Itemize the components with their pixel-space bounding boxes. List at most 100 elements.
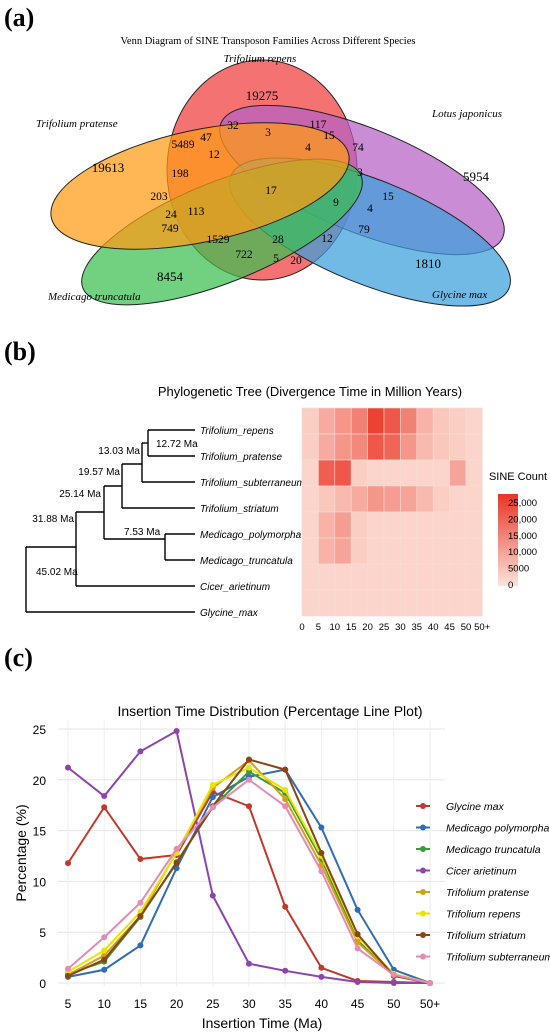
venn-region-count: 15 [323, 130, 335, 142]
y-tick-label: 5 [39, 926, 46, 940]
series-point [354, 906, 361, 913]
heatmap-cell [416, 537, 434, 565]
heatmap-cell [318, 485, 336, 513]
heatmap-cell [301, 459, 319, 487]
heatmap-cell [334, 537, 352, 565]
legend-swatch-point [420, 846, 426, 852]
panel-label-c: (c) [4, 643, 33, 672]
heatmap-cell [416, 433, 434, 461]
heatmap-cell [301, 589, 319, 617]
heatmap-cell [400, 563, 418, 591]
legend-label: Trifolium repens [446, 909, 521, 921]
venn-region-count: 5954 [463, 169, 490, 184]
heatmap-cell [350, 563, 368, 591]
venn-region-count: 15 [382, 191, 394, 203]
tree-node-label: 31.88 Ma [32, 514, 74, 525]
series-point [101, 966, 108, 973]
heatmap-cell [465, 433, 483, 461]
series-point [354, 978, 361, 985]
series-point [173, 728, 180, 735]
heatmap-cell [318, 511, 336, 539]
heatmap-x-tick: 5 [316, 622, 321, 633]
heatmap-cell [449, 537, 467, 565]
colorbar-tick: 10,000 [508, 547, 537, 558]
x-tick-label: 35 [279, 997, 293, 1011]
x-tick-label: 30 [242, 997, 256, 1011]
venn-region-count: 5489 [172, 139, 195, 151]
panel-label-b: (b) [4, 337, 36, 366]
heatmap-cell [383, 537, 401, 565]
x-tick-label: 50 [387, 997, 401, 1011]
colorbar-tick: 15,000 [508, 531, 537, 542]
venn-region-count: 3 [265, 127, 271, 139]
tree-node-label: 7.53 Ma [124, 527, 161, 538]
series-point [137, 856, 144, 863]
venn-region-count: 722 [235, 249, 253, 261]
venn-region-count: 17 [265, 185, 277, 197]
series-point [209, 781, 216, 788]
venn-set-label: Glycine max [432, 289, 487, 301]
legend-swatch-point [420, 824, 426, 831]
series-point [318, 964, 325, 971]
heatmap-cell [400, 433, 418, 461]
tree-species-label: Trifolium_repens [200, 426, 274, 437]
panel-label-a: (a) [4, 3, 34, 32]
series-point [101, 947, 108, 954]
heatmap-cell [350, 433, 368, 461]
heatmap-cell [367, 537, 385, 565]
venn-set-label: Medicago truncatula [47, 291, 141, 303]
heatmap-cell [334, 433, 352, 461]
heatmap-cell [350, 511, 368, 539]
heatmap-cell [465, 563, 483, 591]
tree-node-label: 25.14 Ma [59, 489, 101, 500]
series-point [246, 756, 252, 763]
heatmap-cell [400, 459, 418, 487]
series-point [209, 804, 216, 811]
colorbar-tick: 25,000 [508, 498, 537, 509]
x-tick-label: 10 [98, 997, 112, 1011]
series-point [65, 860, 71, 867]
heatmap-cell [432, 433, 450, 461]
legend-label: Medicago polymorpha [446, 823, 549, 835]
venn-region-count: 74 [352, 142, 364, 154]
x-tick-label: 20 [170, 997, 184, 1011]
colorbar-tick: 20,000 [508, 514, 537, 525]
heatmap-cell [367, 459, 385, 487]
heatmap-cell [301, 511, 319, 539]
venn-region-count: 749 [161, 223, 179, 235]
heatmap-cell [449, 485, 467, 513]
tree-species-label: Medicago_truncatula [200, 556, 293, 567]
heatmap-cell [350, 485, 368, 513]
heatmap-cell [383, 459, 401, 487]
venn-region-count: 9 [333, 197, 339, 209]
heatmap-cell [449, 433, 467, 461]
venn-set-label: Trifolium pratense [36, 118, 118, 130]
x-tick-label: 40 [315, 997, 329, 1011]
heatmap-cell [367, 407, 385, 435]
series-point [390, 971, 397, 978]
legend-swatch-point [420, 889, 426, 895]
series-point [390, 980, 397, 986]
series-point [101, 793, 108, 800]
venn-region-count: 1529 [207, 234, 230, 246]
heatmap-cell [383, 433, 401, 461]
heatmap-cell [432, 511, 450, 539]
y-tick-label: 20 [33, 774, 47, 788]
heatmap-cell [432, 407, 450, 435]
series-point [137, 942, 144, 949]
phylogenetic-tree: Trifolium_repens Trifolium_pratense Trifol… [25, 426, 305, 619]
heatmap-cell [432, 537, 450, 565]
tree-node-label: 19.57 Ma [78, 467, 120, 478]
series-point [209, 794, 216, 801]
heatmap-cell [416, 459, 434, 487]
heatmap-cell [334, 407, 352, 435]
heatmap-x-tick: 25 [379, 622, 390, 633]
venn-region-count: 117 [310, 119, 327, 131]
venn-region-count: 79 [358, 224, 370, 236]
sine-colorbar: SINE Count 25,000 20,000 15,000 10,000 5000 0 [489, 471, 547, 591]
heatmap-cell [318, 433, 336, 461]
heatmap-cell [383, 563, 401, 591]
heatmap-cell [367, 485, 385, 513]
heatmap-cell [449, 511, 467, 539]
heatmap-cell [318, 563, 336, 591]
